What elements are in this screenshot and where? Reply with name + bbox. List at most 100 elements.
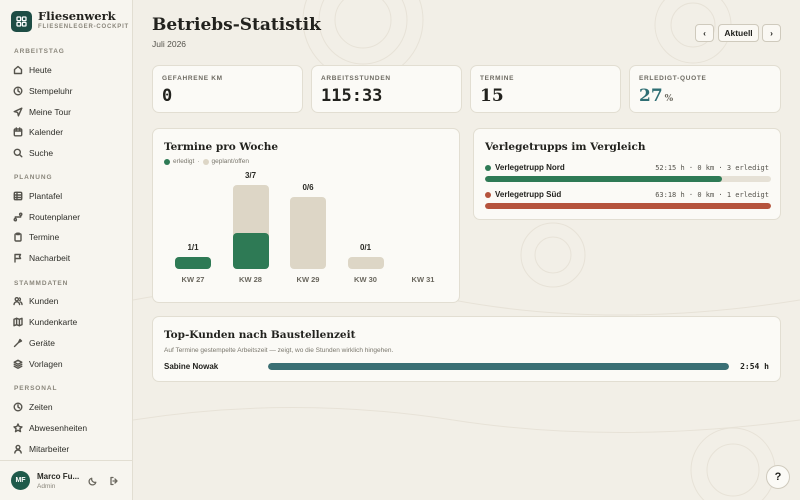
kpi-card-appointments: TERMINE 15 — [470, 65, 621, 113]
kpi-value: 0 — [162, 86, 173, 106]
weekly-chart-card: Termine pro Woche erledigt · geplant/off… — [152, 128, 460, 303]
nav-label: Kunden — [29, 296, 59, 306]
kpi-card-quote: ERLEDIGT-QUOTE 27% — [629, 65, 781, 113]
search-icon — [13, 148, 23, 158]
next-period-button[interactable]: › — [762, 24, 781, 42]
nav-stempeluhr[interactable]: Stempeluhr — [13, 86, 72, 96]
customer-name[interactable]: Sabine Nowak — [164, 362, 219, 371]
kpi-value: 27 — [639, 86, 663, 106]
clock-icon — [13, 86, 23, 96]
user-role: Admin — [37, 483, 56, 490]
nav-geraete[interactable]: Geräte — [13, 338, 55, 348]
nav-label: Mitarbeiter — [29, 444, 70, 454]
current-period-button[interactable]: Aktuell — [718, 24, 759, 42]
nav-label: Nacharbeit — [29, 253, 71, 263]
team-bar-fill — [485, 176, 723, 182]
nav-termine[interactable]: Termine — [13, 232, 59, 242]
bar-data-label: 0/6 — [302, 183, 314, 192]
teams-card: Verlegetrupps im Vergleich Verlegetrupp … — [473, 128, 781, 220]
team-bar-nord — [485, 176, 771, 182]
bar-x-label: KW 29 — [296, 275, 320, 284]
customer-bar-fill — [268, 363, 729, 370]
nav-label: Stempeluhr — [29, 86, 73, 96]
nav-plantafel[interactable]: Plantafel — [13, 191, 62, 201]
nav-label: Kundenkarte — [29, 317, 78, 327]
logout-icon[interactable] — [109, 476, 119, 486]
nav-label: Geräte — [29, 338, 55, 348]
section-planung: PLANUNG — [14, 174, 53, 181]
nav-kunden[interactable]: Kunden — [13, 296, 58, 306]
nav-label: Suche — [29, 148, 54, 158]
section-stammdaten: STAMMDATEN — [14, 280, 69, 287]
kpi-card-hours: ARBEITSSTUNDEN 115:33 — [311, 65, 462, 113]
flag-icon — [14, 253, 22, 263]
star-icon — [13, 423, 23, 433]
legend-done-label: erledigt — [173, 158, 195, 165]
team-dot-nord — [485, 165, 491, 171]
bar-done-0 — [175, 257, 211, 269]
kpi-label: ARBEITSSTUNDEN — [321, 75, 391, 82]
nav-vorlagen[interactable]: Vorlagen — [13, 359, 63, 369]
kpi-value: 15 — [480, 86, 504, 106]
nav-suche[interactable]: Suche — [13, 148, 53, 158]
brand[interactable]: Fliesenwerk FLIESENLEGER-COCKPIT — [11, 10, 129, 32]
nav-label: Routenplaner — [29, 212, 81, 222]
nav-routenplaner[interactable]: Routenplaner — [13, 212, 80, 222]
customer-value: 2:54 h — [740, 362, 769, 371]
nav-mitarbeiter[interactable]: Mitarbeiter — [13, 444, 69, 454]
team-stat-nord: 52:15 h · 0 km · 3 erledigt — [655, 164, 769, 172]
kpi-label: GEFAHRENE KM — [162, 75, 223, 82]
bar-done-1 — [232, 233, 269, 269]
nav-kundenkarte[interactable]: Kundenkarte — [13, 317, 77, 327]
nav-meine-tour[interactable]: Meine Tour — [13, 107, 71, 117]
moon-icon[interactable] — [88, 476, 98, 486]
prev-period-button[interactable]: ‹ — [695, 24, 714, 42]
kpi-label: TERMINE — [480, 75, 515, 82]
nav-abwesenheiten[interactable]: Abwesenheiten — [13, 423, 87, 433]
help-button[interactable]: ? — [766, 465, 790, 489]
nav-heute[interactable]: Heute — [13, 65, 52, 75]
kpi-value: 115:33 — [321, 86, 383, 106]
grid-logo-icon — [11, 10, 32, 32]
team-dot-sued — [485, 192, 491, 198]
avatar[interactable]: MF — [11, 471, 30, 490]
app-subtitle: FLIESENLEGER-COCKPIT — [38, 24, 130, 30]
section-personal: PERSONAL — [14, 385, 58, 392]
top-customers-card: Top-Kunden nach Baustellenzeit Auf Termi… — [152, 316, 781, 382]
section-arbeitstag: ARBEITSTAG — [14, 48, 65, 55]
calendar-icon — [13, 127, 23, 137]
app-name: Fliesenwerk — [38, 9, 116, 23]
bar-x-label: KW 28 — [239, 275, 262, 284]
bar-x-label: KW 31 — [411, 275, 435, 284]
nav-kalender[interactable]: Kalender — [13, 127, 63, 137]
nav-label: Kalender — [29, 127, 64, 137]
route-icon — [13, 212, 23, 222]
weekly-chart-title: Termine pro Woche — [164, 141, 279, 153]
nav-label: Termine — [29, 232, 60, 242]
top-customers-title: Top-Kunden nach Baustellenzeit — [164, 329, 356, 341]
nav-label: Vorlagen — [29, 359, 63, 369]
nav-label: Plantafel — [29, 191, 63, 201]
clock-icon — [13, 402, 23, 412]
page-title: Betriebs-Statistik — [152, 15, 321, 35]
team-stat-sued: 63:18 h · 0 km · 1 erledigt — [655, 191, 769, 199]
user-panel: MF Marco Fu... Admin — [0, 460, 133, 500]
bar-x-label: KW 30 — [354, 275, 377, 284]
nav-zeiten[interactable]: Zeiten — [13, 402, 53, 412]
sidebar: Fliesenwerk FLIESENLEGER-COCKPIT ARBEITS… — [0, 0, 133, 500]
send-icon — [13, 107, 23, 117]
nav-label: Meine Tour — [29, 107, 71, 117]
user-icon — [14, 444, 22, 454]
legend-dot-done — [164, 158, 170, 165]
customer-bar — [268, 363, 729, 370]
legend-separator: · — [197, 158, 200, 165]
chart-legend: erledigt · geplant/offen — [164, 158, 249, 165]
nav-label: Zeiten — [29, 402, 53, 412]
clipboard-icon — [14, 232, 22, 242]
nav-nacharbeit[interactable]: Nacharbeit — [13, 253, 70, 263]
kpi-unit: % — [664, 94, 674, 104]
teams-title: Verlegetrupps im Vergleich — [485, 141, 646, 153]
bar-x-label: KW 27 — [181, 275, 205, 284]
home-icon — [13, 65, 23, 75]
bar-data-label: 3/7 — [244, 171, 257, 180]
